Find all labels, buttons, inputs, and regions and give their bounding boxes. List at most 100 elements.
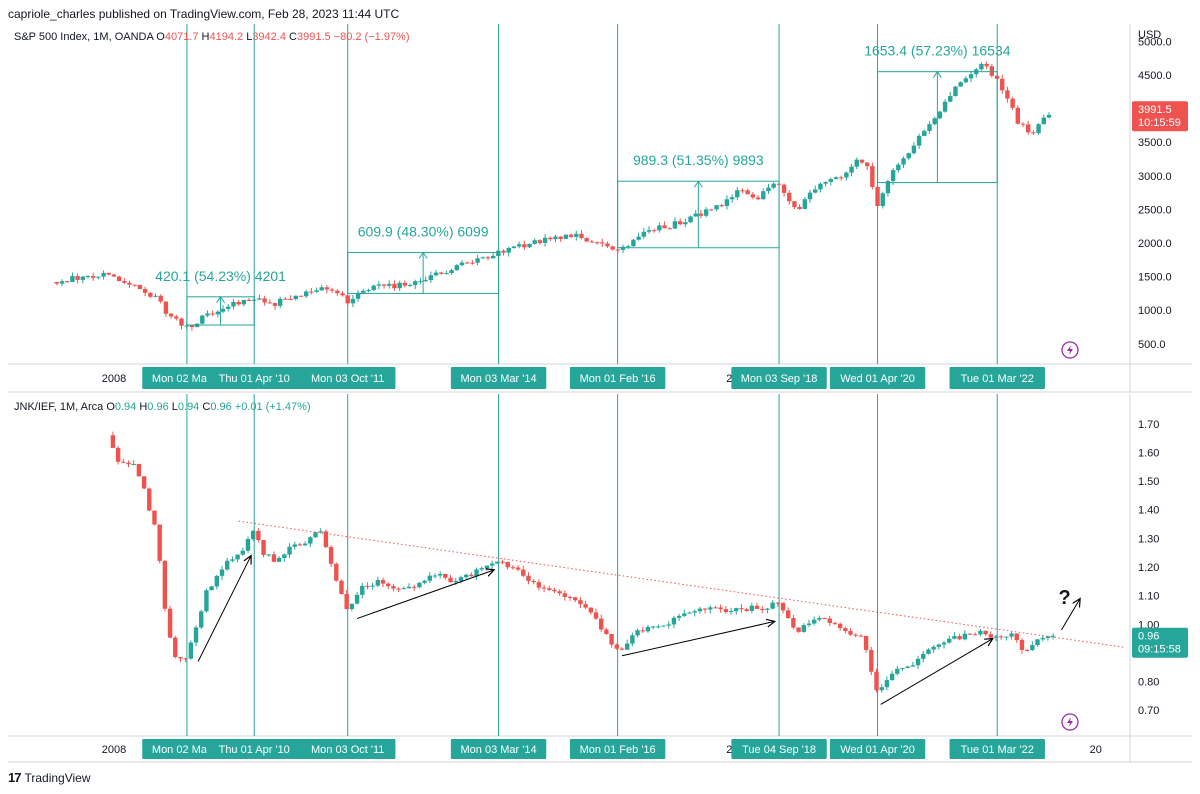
candle-body: [605, 243, 610, 247]
measure-arrowhead: [216, 295, 225, 304]
candle-body: [136, 463, 142, 477]
candle-body: [506, 247, 511, 253]
candle-body: [381, 284, 387, 286]
candle-body: [511, 246, 517, 248]
candle-body: [148, 292, 153, 297]
x-tick-label: 2008: [102, 373, 126, 385]
candle-body: [531, 580, 536, 583]
measure-arrowhead: [693, 180, 703, 188]
candle-body: [542, 237, 548, 244]
candle-body: [137, 284, 143, 290]
candle-body: [231, 301, 236, 307]
x-marker-box: [731, 367, 827, 389]
y-tick-label: 1.30: [1138, 533, 1159, 545]
candle-body: [111, 274, 117, 277]
candle-body: [220, 308, 226, 312]
candle-body: [896, 164, 901, 171]
candle-body: [646, 230, 652, 232]
candle-body: [417, 582, 422, 588]
candle-body: [287, 546, 292, 555]
legend-value: 0.94: [115, 401, 139, 413]
candle-body: [121, 461, 126, 463]
candle-body: [594, 242, 600, 244]
candle-body: [261, 540, 266, 555]
candle-body: [766, 187, 771, 192]
x-marker-label: Mon 03 Oct '11: [311, 744, 384, 756]
candle-body: [854, 159, 859, 167]
y-tick-label: 1.20: [1138, 562, 1159, 574]
candle-body: [900, 667, 905, 669]
legend-value: 3942.4: [252, 31, 289, 43]
candle-body: [989, 66, 995, 76]
candle-body: [615, 249, 621, 251]
candle-body: [619, 648, 625, 650]
candle-body: [807, 192, 813, 200]
legend-key: L: [246, 31, 252, 43]
candle-body: [189, 325, 195, 328]
candle-body: [562, 593, 568, 598]
candle-body: [510, 567, 516, 569]
countdown-value: 10:15:59: [1138, 117, 1181, 129]
candle-body: [609, 633, 614, 645]
candle-body: [563, 234, 569, 239]
candle-body: [880, 193, 885, 207]
candle-body: [345, 295, 350, 304]
chart-svg[interactable]: 500.0 1000.0 1500.0 2000.0 2500.0 3000.0 3500.…: [0, 24, 1200, 784]
y-tick-label: 0.70: [1138, 705, 1159, 717]
candle-body: [723, 609, 729, 612]
candle-body: [983, 630, 988, 635]
candle-body: [1005, 90, 1010, 99]
candle-body: [952, 636, 957, 639]
annotation-arrow: [1061, 599, 1080, 631]
candle-body: [439, 272, 444, 274]
candle-body: [875, 186, 880, 207]
candle-body: [412, 586, 417, 588]
candle-body: [936, 644, 942, 647]
candle-body: [662, 225, 667, 229]
candle-body: [142, 289, 148, 293]
candle-body: [158, 295, 163, 302]
chart-area[interactable]: 500.0 1000.0 1500.0 2000.0 2500.0 3000.0 3500.…: [0, 24, 1200, 784]
candle-body: [786, 610, 791, 619]
candle-body: [495, 561, 500, 564]
candle-body: [1040, 637, 1045, 640]
x-marker-label: Mon 01 Feb '16: [580, 744, 656, 756]
candle-body: [682, 613, 687, 616]
x-marker-label: Mon 03 Oct '11: [311, 373, 384, 385]
candle-body: [256, 530, 261, 541]
candle-body: [641, 231, 646, 237]
candle-body: [484, 565, 490, 569]
candle-body: [1015, 107, 1020, 124]
candle-body: [765, 608, 770, 610]
x-marker-label: Thu 01 Apr '10: [219, 373, 290, 385]
lightning-glyph: [1067, 345, 1073, 355]
candle-body: [813, 189, 818, 193]
candle-body: [537, 240, 543, 244]
candle-body: [183, 658, 188, 660]
candle-body: [926, 649, 931, 654]
candle-body: [428, 275, 434, 281]
x-marker-label: Mon 03 Sep '18: [741, 373, 818, 385]
last-price-value: 0.96: [1138, 631, 1159, 643]
x-marker-label: Mon 03 Mar '14: [461, 744, 537, 756]
candle-body: [443, 573, 448, 578]
countdown-value: 09:15:58: [1138, 644, 1181, 656]
candle-body: [584, 238, 589, 242]
candle-body: [106, 272, 111, 275]
candle-body: [355, 292, 361, 299]
candle-body: [193, 627, 199, 643]
y-tick-label: 1.70: [1138, 419, 1159, 431]
candle-body: [822, 617, 827, 619]
candle-body: [173, 637, 178, 658]
candle-body: [547, 588, 552, 590]
candle-body: [922, 130, 927, 136]
candle-body: [432, 575, 438, 577]
candle-body: [515, 567, 521, 570]
candle-body: [302, 543, 308, 546]
candle-body: [672, 221, 678, 229]
measure-label: 989.3 (51.35%) 9893: [633, 152, 764, 168]
annotation-arrow: [880, 639, 993, 705]
candle-body: [335, 290, 340, 294]
candle-body: [568, 234, 574, 237]
candle-body: [843, 628, 848, 632]
